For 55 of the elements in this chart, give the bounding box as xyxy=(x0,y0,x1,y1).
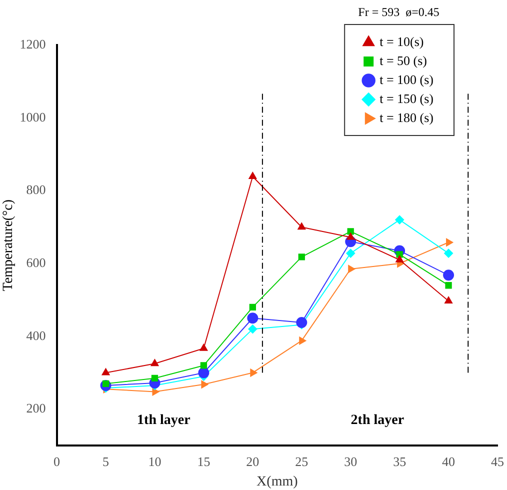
point xyxy=(201,380,208,388)
legend-label: t = 180 (s) xyxy=(380,110,434,125)
point xyxy=(248,172,257,179)
x-tick-label: 15 xyxy=(197,454,210,469)
point xyxy=(298,222,306,230)
point xyxy=(346,232,355,240)
x-tick-label: 20 xyxy=(246,454,260,469)
x-tick-label: 0 xyxy=(54,454,60,469)
legend-label: t = 50 (s) xyxy=(380,52,428,68)
annotation: 2th layer xyxy=(350,413,404,428)
point xyxy=(150,359,159,366)
point xyxy=(444,296,452,304)
y-tick-label: 1200 xyxy=(20,36,46,52)
point xyxy=(396,251,403,258)
point xyxy=(152,388,160,396)
x-tick-label: 45 xyxy=(491,454,504,469)
point xyxy=(348,265,356,273)
y-tick-label: 400 xyxy=(26,328,46,343)
x-tick-label: 5 xyxy=(102,454,110,469)
point xyxy=(200,344,208,351)
legend-label: t = 100 (s) xyxy=(380,72,434,87)
point xyxy=(347,228,354,235)
x-tick-label: 10 xyxy=(148,454,162,469)
point xyxy=(446,238,454,246)
y-axis-title: Temperature(°c) xyxy=(1,199,16,292)
y-tick-label: 200 xyxy=(26,400,46,416)
point xyxy=(443,270,454,281)
x-tick-label: 30 xyxy=(344,454,358,469)
point xyxy=(250,368,258,377)
point xyxy=(102,368,110,376)
legend-label: t = 150 (s) xyxy=(380,90,434,106)
point xyxy=(198,367,210,378)
point xyxy=(298,254,305,260)
point xyxy=(396,255,404,262)
y-tick-label: 800 xyxy=(26,182,46,198)
point xyxy=(445,282,452,289)
point xyxy=(200,362,208,369)
point xyxy=(296,317,308,328)
point xyxy=(249,304,256,311)
x-tick-label: 40 xyxy=(442,454,456,469)
x-axis-title: X(mm) xyxy=(256,474,298,490)
x-tick-label: 25 xyxy=(295,454,308,469)
point xyxy=(395,215,404,224)
y-tick-label: 600 xyxy=(26,254,46,270)
point xyxy=(247,312,258,324)
point xyxy=(444,248,454,258)
annotation: 1th layer xyxy=(137,413,190,428)
x-tick-label: 35 xyxy=(393,454,406,469)
point xyxy=(299,336,306,345)
point xyxy=(346,248,356,258)
legend-label: t = 10(s) xyxy=(380,34,424,49)
point xyxy=(248,324,258,334)
legend-title: Fr = 593 ø=0.45 xyxy=(358,5,440,20)
y-tick-label: 1000 xyxy=(20,109,46,124)
point xyxy=(151,374,158,382)
